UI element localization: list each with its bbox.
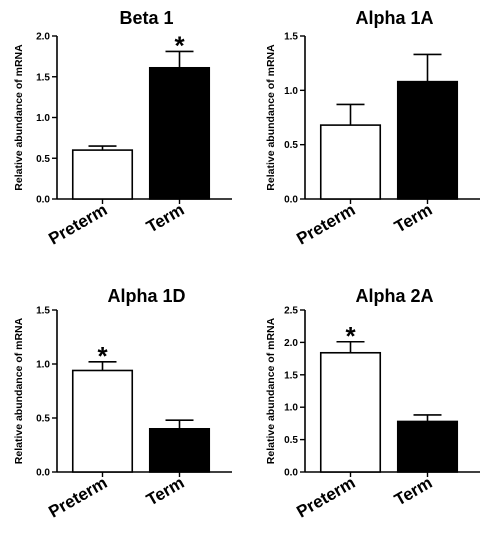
x-tick-label-preterm: Preterm [293,200,358,249]
significance-marker: * [345,321,356,351]
x-tick-label-term: Term [391,473,435,510]
significance-marker: * [97,341,108,371]
chart-title: Alpha 1D [107,286,185,306]
x-tick-label-term: Term [143,473,187,510]
y-tick-label: 1.0 [284,403,298,414]
y-tick-label: 0.5 [36,414,50,425]
y-tick-label: 1.5 [36,306,50,317]
y-tick-label: 2.0 [284,338,298,349]
y-axis-label: Relative abundance of mRNA [13,317,25,464]
y-tick-label: 0.0 [36,195,50,206]
bar-preterm [71,369,134,473]
y-tick-label: 1.5 [284,32,298,43]
y-axis-label: Relative abundance of mRNA [265,44,277,191]
y-tick-label: 0.5 [284,435,298,446]
x-tick-label-term: Term [143,200,187,237]
y-tick-label: 1.0 [36,360,50,371]
chart-title: Beta 1 [119,8,173,28]
bar-term [148,66,211,200]
y-tick-label: 1.5 [36,72,50,83]
chart-alpha-1a: Alpha 1A Relative abundance of mRNA 0.0 0.5… [265,8,480,249]
y-tick-label: 0.0 [36,468,50,479]
x-tick-label-preterm: Preterm [45,200,110,249]
chart-beta-1: Beta 1 Relative abundance of mRNA 0.0 0.5 1.… [13,8,232,249]
bar-term [396,80,459,200]
y-tick-label: 2.0 [36,32,50,43]
y-tick-label: 1.0 [284,86,298,97]
x-tick-label-preterm: Preterm [293,473,358,522]
bar-term [148,427,211,473]
y-axis-label: Relative abundance of mRNA [13,44,25,191]
x-tick-label-preterm: Preterm [45,473,110,522]
bar-term [396,420,459,473]
bar-preterm [319,124,382,200]
y-tick-label: 0.0 [284,195,298,206]
chart-title: Alpha 1A [355,8,433,28]
y-tick-label: 0.0 [284,468,298,479]
significance-marker: * [174,30,185,60]
y-tick-label: 2.5 [284,306,298,317]
chart-title: Alpha 2A [355,286,433,306]
bar-preterm [71,149,134,200]
y-tick-label: 1.0 [36,113,50,124]
y-axis-label: Relative abundance of mRNA [265,317,277,464]
y-tick-label: 1.5 [284,370,298,381]
bar-preterm [319,351,382,473]
y-tick-label: 0.5 [36,154,50,165]
chart-alpha-1d: Alpha 1D Relative abundance of mRNA 0.0 0.5… [13,286,232,522]
y-tick-label: 0.5 [284,140,298,151]
chart-alpha-2a: Alpha 2A Relative abundance of mRNA 0.0 0.5… [265,286,480,522]
x-tick-label-term: Term [391,200,435,237]
